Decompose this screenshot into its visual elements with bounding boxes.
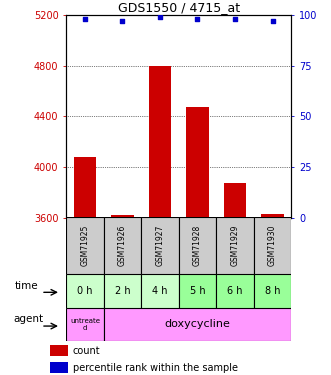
Bar (66, 274, 104, 308)
Point (270, 18, 275, 24)
Text: GSM71925: GSM71925 (80, 225, 89, 266)
Bar (104, 274, 141, 308)
Bar (50, 345, 68, 356)
Text: time: time (15, 280, 38, 291)
Text: GSM71928: GSM71928 (193, 225, 202, 266)
Bar (216, 274, 254, 308)
Bar (141, 217, 179, 274)
Bar (66, 308, 104, 341)
Bar (74, 157, 96, 218)
Text: GSM71927: GSM71927 (156, 225, 165, 266)
Text: 4 h: 4 h (152, 286, 168, 296)
Bar (179, 217, 216, 274)
Bar (261, 214, 284, 217)
Text: agent: agent (13, 314, 43, 324)
Bar (111, 215, 134, 217)
Text: doxycycline: doxycycline (165, 320, 230, 329)
Bar (254, 217, 291, 274)
Point (82, 16, 88, 22)
Bar (50, 362, 68, 374)
Text: 0 h: 0 h (77, 286, 93, 296)
Text: untreate
d: untreate d (70, 318, 100, 331)
Bar (186, 107, 209, 218)
Text: 8 h: 8 h (265, 286, 280, 296)
Text: percentile rank within the sample: percentile rank within the sample (73, 363, 238, 373)
Bar (141, 274, 179, 308)
Point (232, 16, 238, 22)
Text: GSM71929: GSM71929 (230, 225, 240, 266)
Bar (66, 217, 104, 274)
Text: GSM71930: GSM71930 (268, 225, 277, 266)
Bar (179, 274, 216, 308)
Point (157, 14, 163, 20)
Text: GSM71926: GSM71926 (118, 225, 127, 266)
Bar (224, 183, 246, 218)
Bar (149, 66, 171, 218)
Point (120, 18, 125, 24)
Bar (216, 217, 254, 274)
Bar (104, 308, 291, 341)
Bar (254, 274, 291, 308)
Text: count: count (73, 346, 100, 356)
Point (195, 16, 200, 22)
Bar (104, 217, 141, 274)
Text: 2 h: 2 h (115, 286, 130, 296)
Text: 6 h: 6 h (227, 286, 243, 296)
Title: GDS1550 / 4715_at: GDS1550 / 4715_at (118, 1, 240, 14)
Text: 5 h: 5 h (190, 286, 205, 296)
